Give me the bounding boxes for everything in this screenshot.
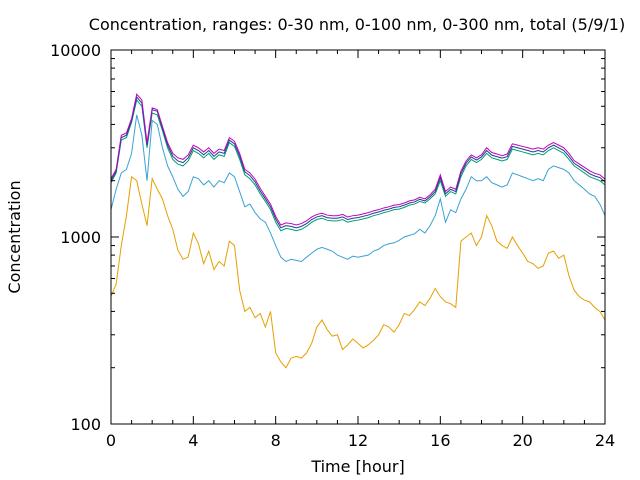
plot-area-frame bbox=[110, 49, 606, 425]
x-axis-title: Time [hour] bbox=[310, 457, 404, 476]
y-tick-label: 1000 bbox=[60, 228, 101, 247]
y-tick-label: 100 bbox=[70, 415, 101, 434]
ticks-layer: 0 4 8 12 16 20 24 100 1000 10000 bbox=[50, 41, 615, 450]
chart-title: Concentration, ranges: 0-30 nm, 0-100 nm… bbox=[89, 15, 625, 34]
series-line-4 bbox=[110, 96, 606, 229]
series-line-5 bbox=[110, 93, 606, 226]
x-tick-label: 4 bbox=[188, 431, 198, 450]
series-layer bbox=[110, 93, 606, 369]
series-line-2 bbox=[110, 114, 606, 263]
x-tick-label: 8 bbox=[271, 431, 281, 450]
series-line-1 bbox=[110, 175, 606, 369]
x-tick-label: 12 bbox=[348, 431, 368, 450]
y-axis-title: Concentration bbox=[5, 180, 24, 293]
x-tick-label: 0 bbox=[106, 431, 116, 450]
x-tick-label: 16 bbox=[430, 431, 450, 450]
x-tick-label: 24 bbox=[595, 431, 615, 450]
x-tick-label: 20 bbox=[512, 431, 532, 450]
y-tick-label: 10000 bbox=[50, 41, 101, 60]
series-line-3 bbox=[110, 98, 606, 232]
